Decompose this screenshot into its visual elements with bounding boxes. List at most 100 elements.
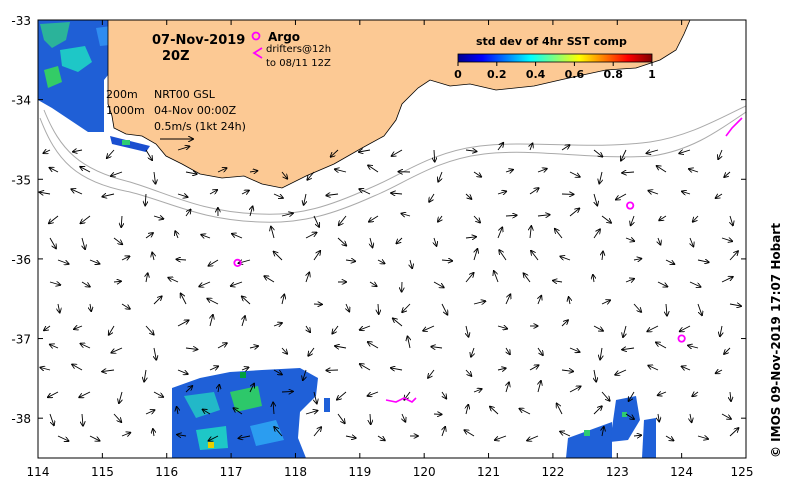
x-tick-label: 123: [606, 465, 629, 479]
argo-float-marker: [626, 201, 635, 210]
current-vector: [185, 386, 192, 393]
x-tick-label: 122: [541, 465, 564, 479]
current-vector: [369, 282, 377, 286]
current-vector: [314, 391, 317, 404]
current-vector: [659, 215, 667, 220]
current-vector: [497, 368, 506, 370]
copyright-credit: © IMOS 09-Nov-2019 17:07 Hobart: [769, 223, 783, 458]
current-vector: [402, 303, 411, 312]
current-vector: [145, 410, 155, 414]
current-vector: [729, 428, 739, 437]
current-vector: [199, 281, 211, 287]
x-axis: 114 115 116 117 118 119 120 121 122 123 …: [27, 20, 753, 479]
current-vector: [217, 168, 227, 173]
current-vector: [273, 402, 274, 415]
y-tick-label: -38: [11, 412, 31, 426]
current-vector: [185, 172, 197, 174]
current-vector: [464, 430, 475, 437]
argo-legend-icon: [251, 31, 261, 41]
current-vector: [615, 369, 627, 375]
current-vector: [569, 386, 581, 393]
current-vector: [441, 303, 447, 315]
current-vector: [622, 172, 635, 173]
current-vector: [410, 259, 412, 268]
current-vector: [249, 171, 257, 172]
current-vector: [79, 391, 91, 397]
product-label: NRT00 GSL: [154, 88, 216, 101]
current-vector: [616, 193, 627, 200]
current-vector: [207, 299, 219, 305]
current-vector: [378, 303, 379, 314]
current-vector: [593, 149, 602, 157]
current-vector: [648, 366, 659, 371]
current-vector: [168, 278, 179, 283]
argo-legend: Argo: [251, 30, 300, 44]
current-vector: [569, 347, 580, 352]
current-vector: [391, 193, 403, 194]
current-vector: [465, 193, 471, 199]
current-vector: [657, 166, 667, 173]
current-vector: [264, 276, 275, 283]
current-vector: [529, 188, 539, 195]
current-vector: [80, 167, 91, 173]
current-vector: [438, 171, 443, 182]
current-vector: [209, 190, 217, 194]
current-vector: [89, 259, 100, 264]
current-vector: [274, 252, 283, 261]
current-vector: [593, 275, 594, 283]
current-vector: [181, 294, 187, 305]
current-vector: [145, 233, 153, 239]
current-vector: [44, 326, 51, 330]
drifter-tracks: [385, 117, 743, 403]
current-vector: [249, 384, 254, 393]
y-tick-label: -34: [11, 94, 31, 108]
current-vector: [724, 347, 731, 354]
current-vector: [647, 325, 659, 331]
current-vector: [720, 325, 722, 336]
current-vector: [368, 391, 379, 396]
current-vector: [241, 367, 249, 370]
current-vector: [145, 193, 146, 205]
current-vector: [391, 368, 403, 370]
current-vector: [473, 301, 485, 304]
x-tick-label: 124: [670, 465, 693, 479]
current-vector: [656, 342, 667, 349]
current-vector: [697, 303, 702, 315]
current-vector: [693, 215, 699, 222]
current-vector: [109, 325, 115, 335]
current-vector: [345, 260, 355, 261]
current-vector-field: [40, 143, 742, 441]
current-vector: [177, 194, 188, 197]
colorbar: std dev of 4hr SST comp 0 0.2 0.4 0.6 0.…: [454, 35, 656, 81]
colorbar-tick: 0.8: [603, 68, 623, 81]
map-date: 07-Nov-2019: [152, 33, 245, 48]
colorbar-gradient: [457, 53, 653, 63]
current-vector: [690, 237, 693, 247]
current-vector: [281, 213, 293, 216]
current-vector: [434, 237, 437, 246]
current-vector: [594, 193, 597, 206]
current-vector: [175, 231, 178, 239]
current-vector: [625, 279, 634, 282]
y-tick-label: -37: [11, 333, 31, 347]
current-vector: [494, 271, 499, 283]
current-vector: [107, 149, 115, 158]
current-vector: [729, 251, 738, 261]
current-vector: [647, 150, 659, 153]
current-vector: [593, 229, 600, 239]
current-vector: [402, 413, 405, 422]
current-vector: [242, 296, 251, 305]
x-tick-label: 120: [413, 465, 436, 479]
current-vector: [313, 215, 319, 227]
current-vector: [305, 233, 317, 239]
y-tick-label: -36: [11, 253, 31, 267]
current-vector: [185, 348, 197, 349]
y-axis: -33 -34 -35 -36 -37 -38: [11, 14, 746, 426]
current-vector: [538, 381, 541, 393]
current-vector: [177, 435, 187, 436]
current-vector: [538, 296, 541, 305]
current-vector: [49, 237, 56, 248]
current-vector: [102, 194, 115, 197]
current-vector: [490, 407, 499, 415]
x-tick-label: 119: [348, 465, 371, 479]
